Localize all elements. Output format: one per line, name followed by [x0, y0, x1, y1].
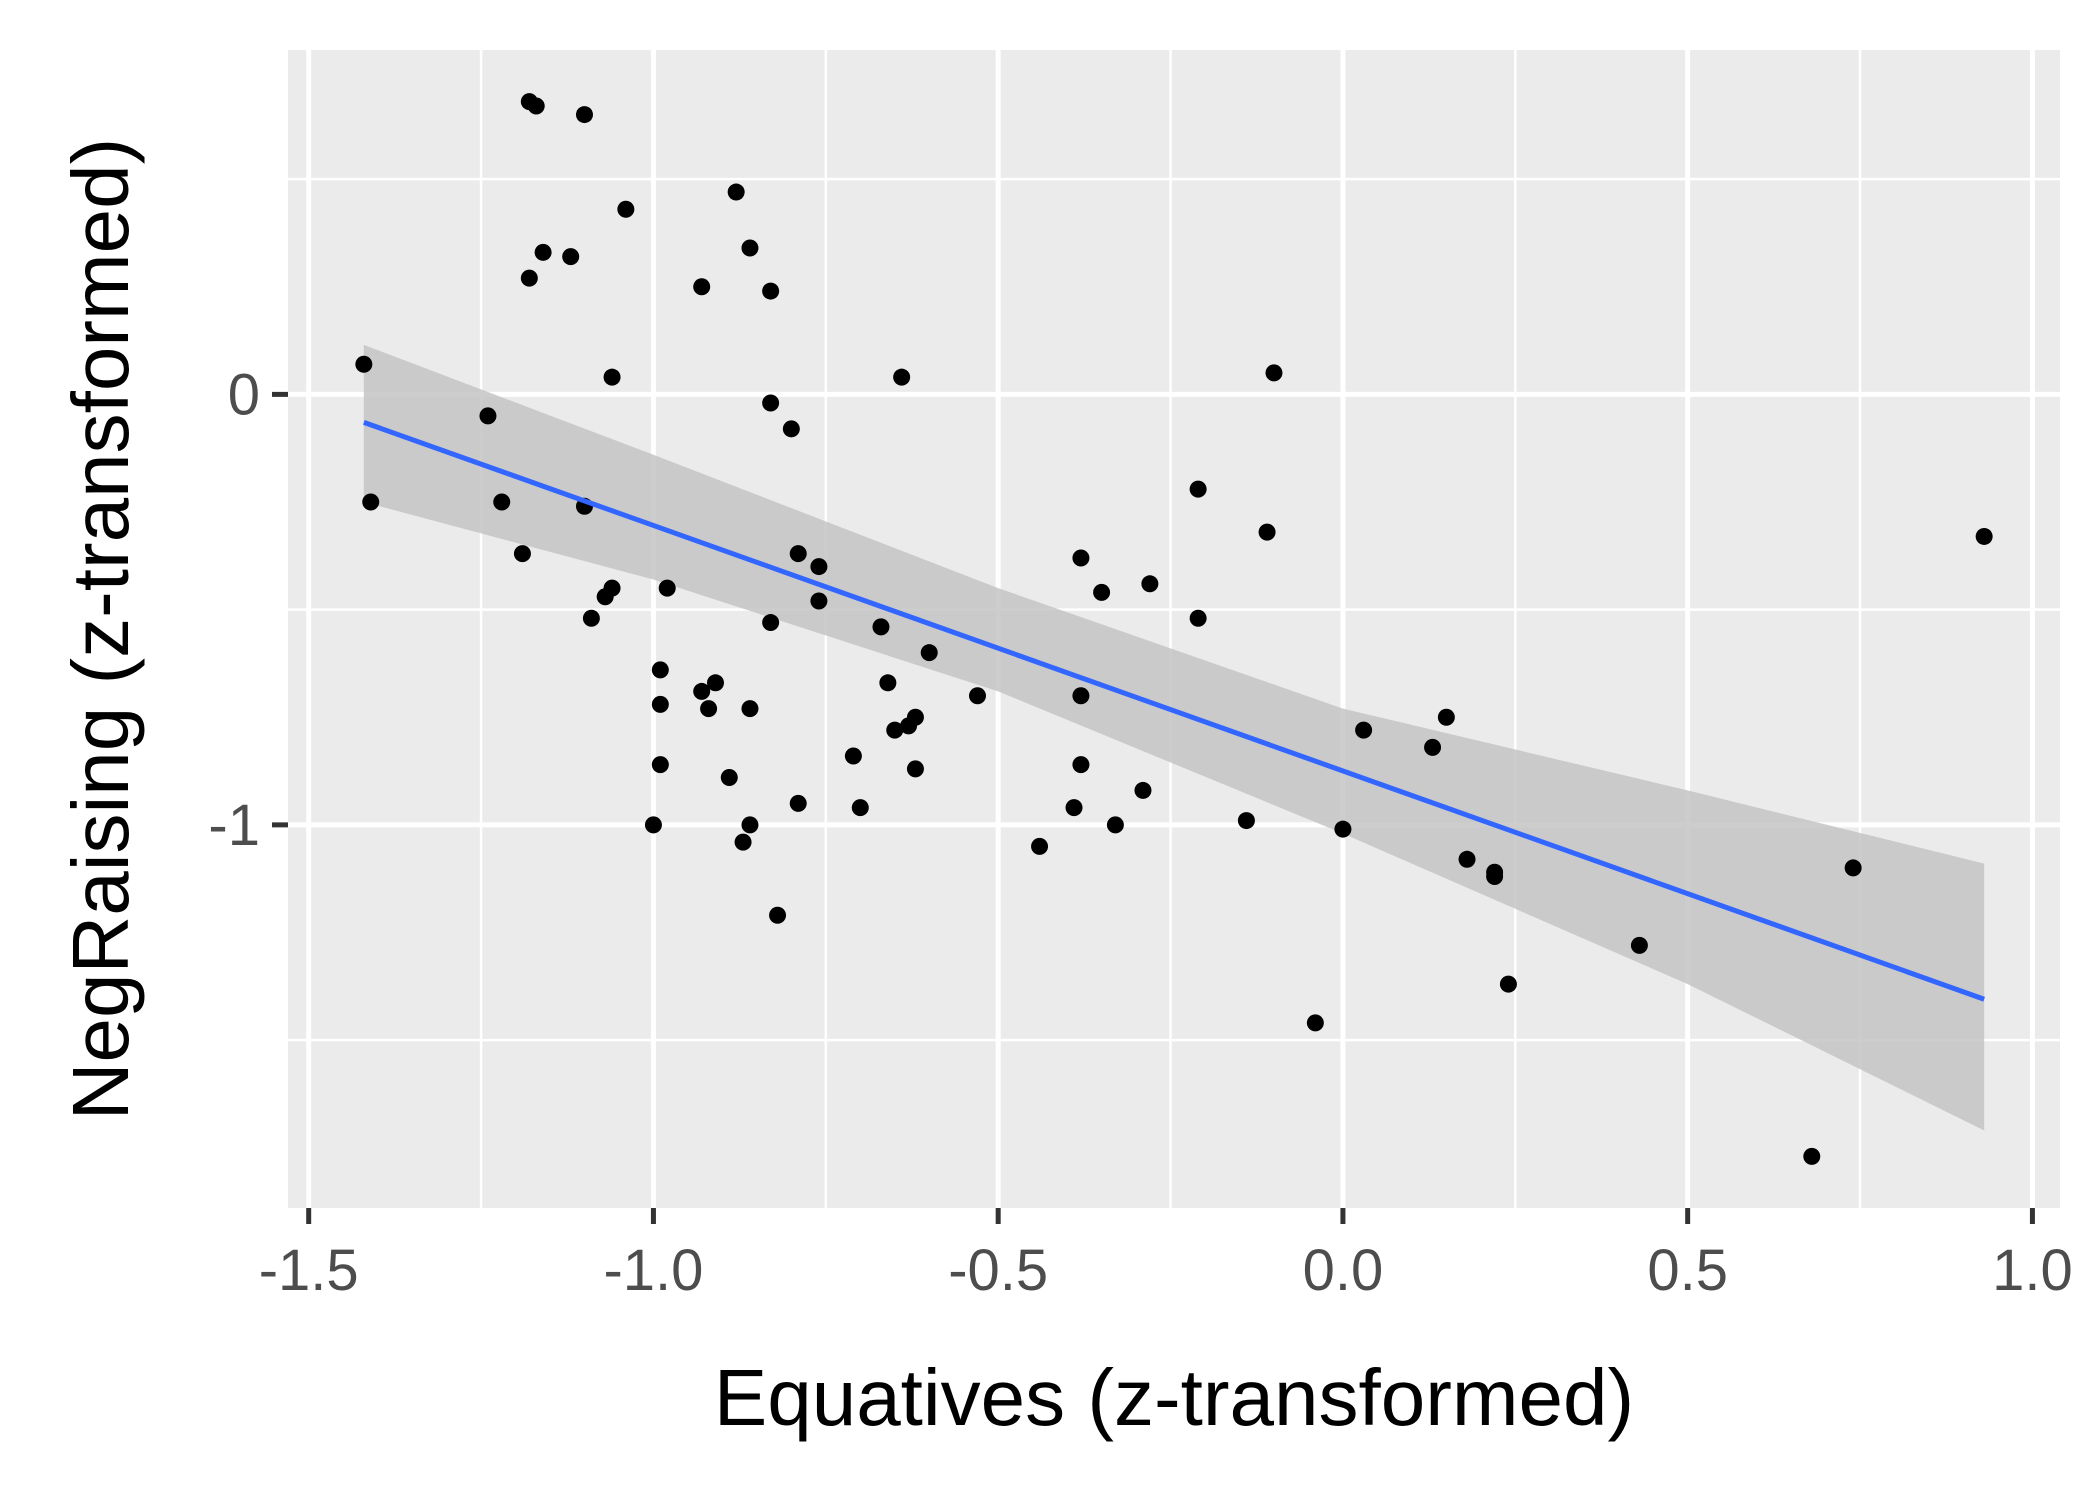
x-tick-label: -1.5 — [259, 1238, 359, 1303]
data-point — [1093, 583, 1111, 601]
data-point — [362, 493, 380, 511]
data-point — [1803, 1147, 1821, 1165]
x-axis-ticks: -1.5 -1.0 -0.5 0.0 0.5 1.0 — [259, 1208, 2073, 1303]
data-point — [782, 420, 800, 438]
data-point — [644, 816, 662, 834]
data-point — [1072, 687, 1090, 705]
data-point — [810, 558, 828, 576]
data-point — [1237, 812, 1255, 830]
data-point — [1630, 936, 1648, 954]
data-point — [706, 674, 724, 692]
data-point — [968, 687, 986, 705]
data-point — [1844, 859, 1862, 877]
x-tick-label: 1.0 — [1992, 1238, 2073, 1303]
confidence-band — [363, 344, 1985, 1131]
data-point — [906, 760, 924, 778]
data-point — [520, 269, 538, 287]
data-point — [762, 614, 780, 632]
data-points — [355, 93, 1993, 1165]
data-point — [879, 674, 897, 692]
data-point — [886, 721, 904, 739]
data-point — [651, 661, 669, 679]
y-tick-label: -1 — [208, 793, 260, 858]
data-point — [893, 368, 911, 386]
data-point — [1031, 837, 1049, 855]
data-point — [1355, 721, 1373, 739]
data-point — [693, 278, 711, 296]
data-point — [1458, 850, 1476, 868]
x-tick-label: 0.0 — [1303, 1238, 1384, 1303]
data-point — [513, 545, 531, 563]
data-point — [769, 906, 787, 924]
data-point — [844, 747, 862, 765]
data-point — [527, 97, 545, 115]
data-point — [1258, 523, 1276, 541]
data-point — [1499, 975, 1517, 993]
data-point — [1189, 480, 1207, 498]
x-axis-title: Equatives (z-transformed) — [714, 1353, 1634, 1442]
data-point — [1065, 799, 1083, 817]
data-point — [1437, 708, 1455, 726]
data-point — [1265, 364, 1283, 382]
data-point — [603, 579, 621, 597]
data-point — [741, 816, 759, 834]
data-point — [1306, 1014, 1324, 1032]
data-point — [651, 756, 669, 774]
data-point — [479, 407, 497, 425]
data-point — [720, 769, 738, 787]
data-point — [1424, 738, 1442, 756]
data-point — [1486, 868, 1504, 886]
data-point — [658, 579, 676, 597]
data-point — [741, 700, 759, 718]
data-point — [562, 248, 580, 266]
y-axis-title: NegRaising (z-transformed) — [56, 138, 145, 1121]
data-point — [762, 282, 780, 300]
data-point — [1134, 781, 1152, 799]
data-point — [700, 700, 718, 718]
data-point — [851, 799, 869, 817]
y-tick-label: 0 — [228, 362, 260, 427]
data-point — [1975, 527, 1993, 545]
data-point — [1334, 820, 1352, 838]
y-axis-ticks: 0 -1 — [208, 362, 288, 858]
data-point — [1106, 816, 1124, 834]
data-point — [693, 682, 711, 700]
data-point — [1189, 609, 1207, 627]
data-point — [920, 644, 938, 662]
data-point — [741, 239, 759, 257]
data-point — [762, 394, 780, 412]
data-point — [734, 833, 752, 851]
data-point — [872, 618, 890, 636]
data-point — [1072, 756, 1090, 774]
data-point — [603, 368, 621, 386]
x-tick-label: -1.0 — [603, 1238, 703, 1303]
data-point — [906, 708, 924, 726]
data-point — [651, 695, 669, 713]
data-point — [1141, 575, 1159, 593]
data-point — [1072, 549, 1090, 567]
data-point — [493, 493, 511, 511]
data-point — [575, 106, 593, 124]
data-point — [582, 609, 600, 627]
data-point — [534, 243, 552, 261]
x-tick-label: -0.5 — [948, 1238, 1048, 1303]
x-tick-label: 0.5 — [1647, 1238, 1728, 1303]
regression-line — [363, 420, 1985, 1002]
data-point — [789, 794, 807, 812]
data-point — [810, 592, 828, 610]
data-point — [617, 200, 635, 218]
data-point — [727, 183, 745, 201]
data-point — [355, 355, 373, 373]
data-point — [789, 545, 807, 563]
